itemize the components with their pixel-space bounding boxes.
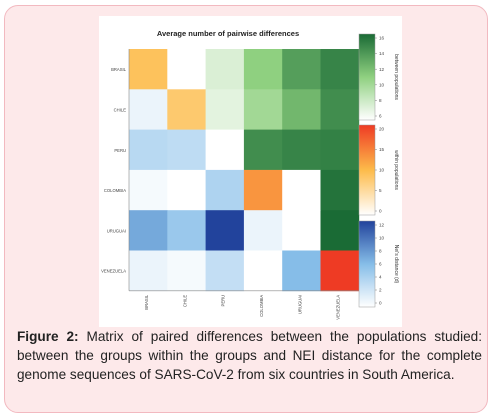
colorbar-tick-label: 0 [379, 301, 382, 306]
heatmap-cell [320, 49, 360, 90]
colorbar-tick-label: 0 [379, 209, 382, 214]
y-tick-label: URUGUAI [107, 228, 126, 233]
heatmap-cell [167, 129, 206, 171]
colorbar-within [358, 124, 376, 216]
colorbar-tick-label: 8 [379, 98, 382, 103]
y-tick-label: BRASIL [111, 67, 127, 72]
heatmap-cell [243, 89, 283, 130]
heatmap-cell [129, 169, 168, 211]
heatmap-cell [282, 250, 321, 292]
colorbar-tick-label: 4 [379, 275, 382, 280]
colorbar-tick-label: 2 [379, 288, 382, 293]
y-tick-label: PERU [114, 148, 126, 153]
heatmap-cell [129, 210, 168, 251]
colorbar-tick-label: 10 [379, 236, 385, 241]
heatmap-cell [282, 49, 321, 90]
colorbar-between [358, 33, 376, 121]
x-tick-label: VENEZUELA [336, 295, 341, 320]
colorbar-tick-label: 12 [379, 223, 385, 228]
heatmap-cell [167, 49, 206, 90]
x-tick-label: URUGUAI [297, 295, 302, 314]
heatmap-cell [243, 129, 283, 171]
figure-card: BRASIL CHILE PERU COLOMBIA URUGUAI VENEZUELA B… [4, 5, 488, 413]
heatmap-cell [282, 129, 321, 171]
heatmap-cell [243, 49, 283, 90]
heatmap-cell [320, 129, 360, 171]
figure-caption: Figure 2: Matrix of paired differences b… [17, 327, 482, 384]
heatmap-cell [243, 250, 283, 292]
heatmap-cell [243, 210, 283, 251]
heatmap-cell [129, 129, 168, 171]
colorbar-nei [358, 220, 376, 308]
colorbar-label: within populations [393, 150, 399, 190]
colorbar-tick-label: 14 [379, 51, 385, 56]
colorbar-label: between populations [393, 54, 399, 100]
heatmap-cell [205, 89, 245, 130]
colorbar-tick-label: 15 [379, 147, 385, 152]
heatmap-cell [282, 89, 321, 130]
heatmap-cell [167, 89, 206, 130]
y-tick-label: CHILE [114, 107, 127, 112]
heatmap-cell [320, 169, 360, 211]
x-tick-label: CHILE [182, 295, 187, 308]
heatmap-cell [205, 250, 245, 292]
heatmap-chart: BRASIL CHILE PERU COLOMBIA URUGUAI VENEZUELA B… [101, 33, 399, 320]
heatmap-cell [320, 89, 360, 130]
heatmap-cell [129, 49, 168, 90]
heatmap-cell [205, 49, 245, 90]
heatmap-cell [282, 210, 321, 251]
heatmap-cell [167, 250, 206, 292]
colorbar-tick-label: 10 [379, 168, 385, 173]
heatmap-cell [320, 210, 360, 251]
x-tick-label: COLOMBIA [259, 295, 264, 317]
heatmap-cell [129, 89, 168, 130]
heatmap-cell [205, 169, 245, 211]
heatmap-cell [129, 250, 168, 292]
colorbar-tick-label: 5 [379, 188, 382, 193]
heatmap-cell [205, 210, 245, 251]
heatmap-cell [167, 169, 206, 211]
colorbar-tick-label: 10 [379, 82, 385, 87]
colorbar-tick-label: 6 [379, 262, 382, 267]
heatmap-cell [243, 169, 283, 211]
chart-title: Average number of pairwise differences [156, 29, 300, 38]
colorbar-tick-label: 6 [379, 114, 382, 119]
caption-text: Matrix of paired differences between the… [17, 329, 482, 382]
heatmap-cell [320, 250, 360, 292]
y-tick-label: COLOMBIA [104, 188, 126, 193]
heatmap-cell [205, 129, 245, 171]
x-tick-label: BRASIL [144, 294, 149, 310]
colorbar-tick-label: 8 [379, 249, 382, 254]
colorbar-tick-label: 20 [379, 127, 385, 132]
colorbar-tick-label: 12 [379, 67, 385, 72]
y-tick-label: VENEZUELA [101, 269, 126, 274]
colorbar-label: Nei's distance (d) [393, 245, 399, 284]
heatmap-cell [282, 169, 321, 211]
caption-label: Figure 2: [17, 329, 79, 344]
heatmap-cell [167, 210, 206, 251]
colorbar-tick-label: 16 [379, 36, 385, 41]
x-tick-label: PERU [221, 295, 226, 307]
